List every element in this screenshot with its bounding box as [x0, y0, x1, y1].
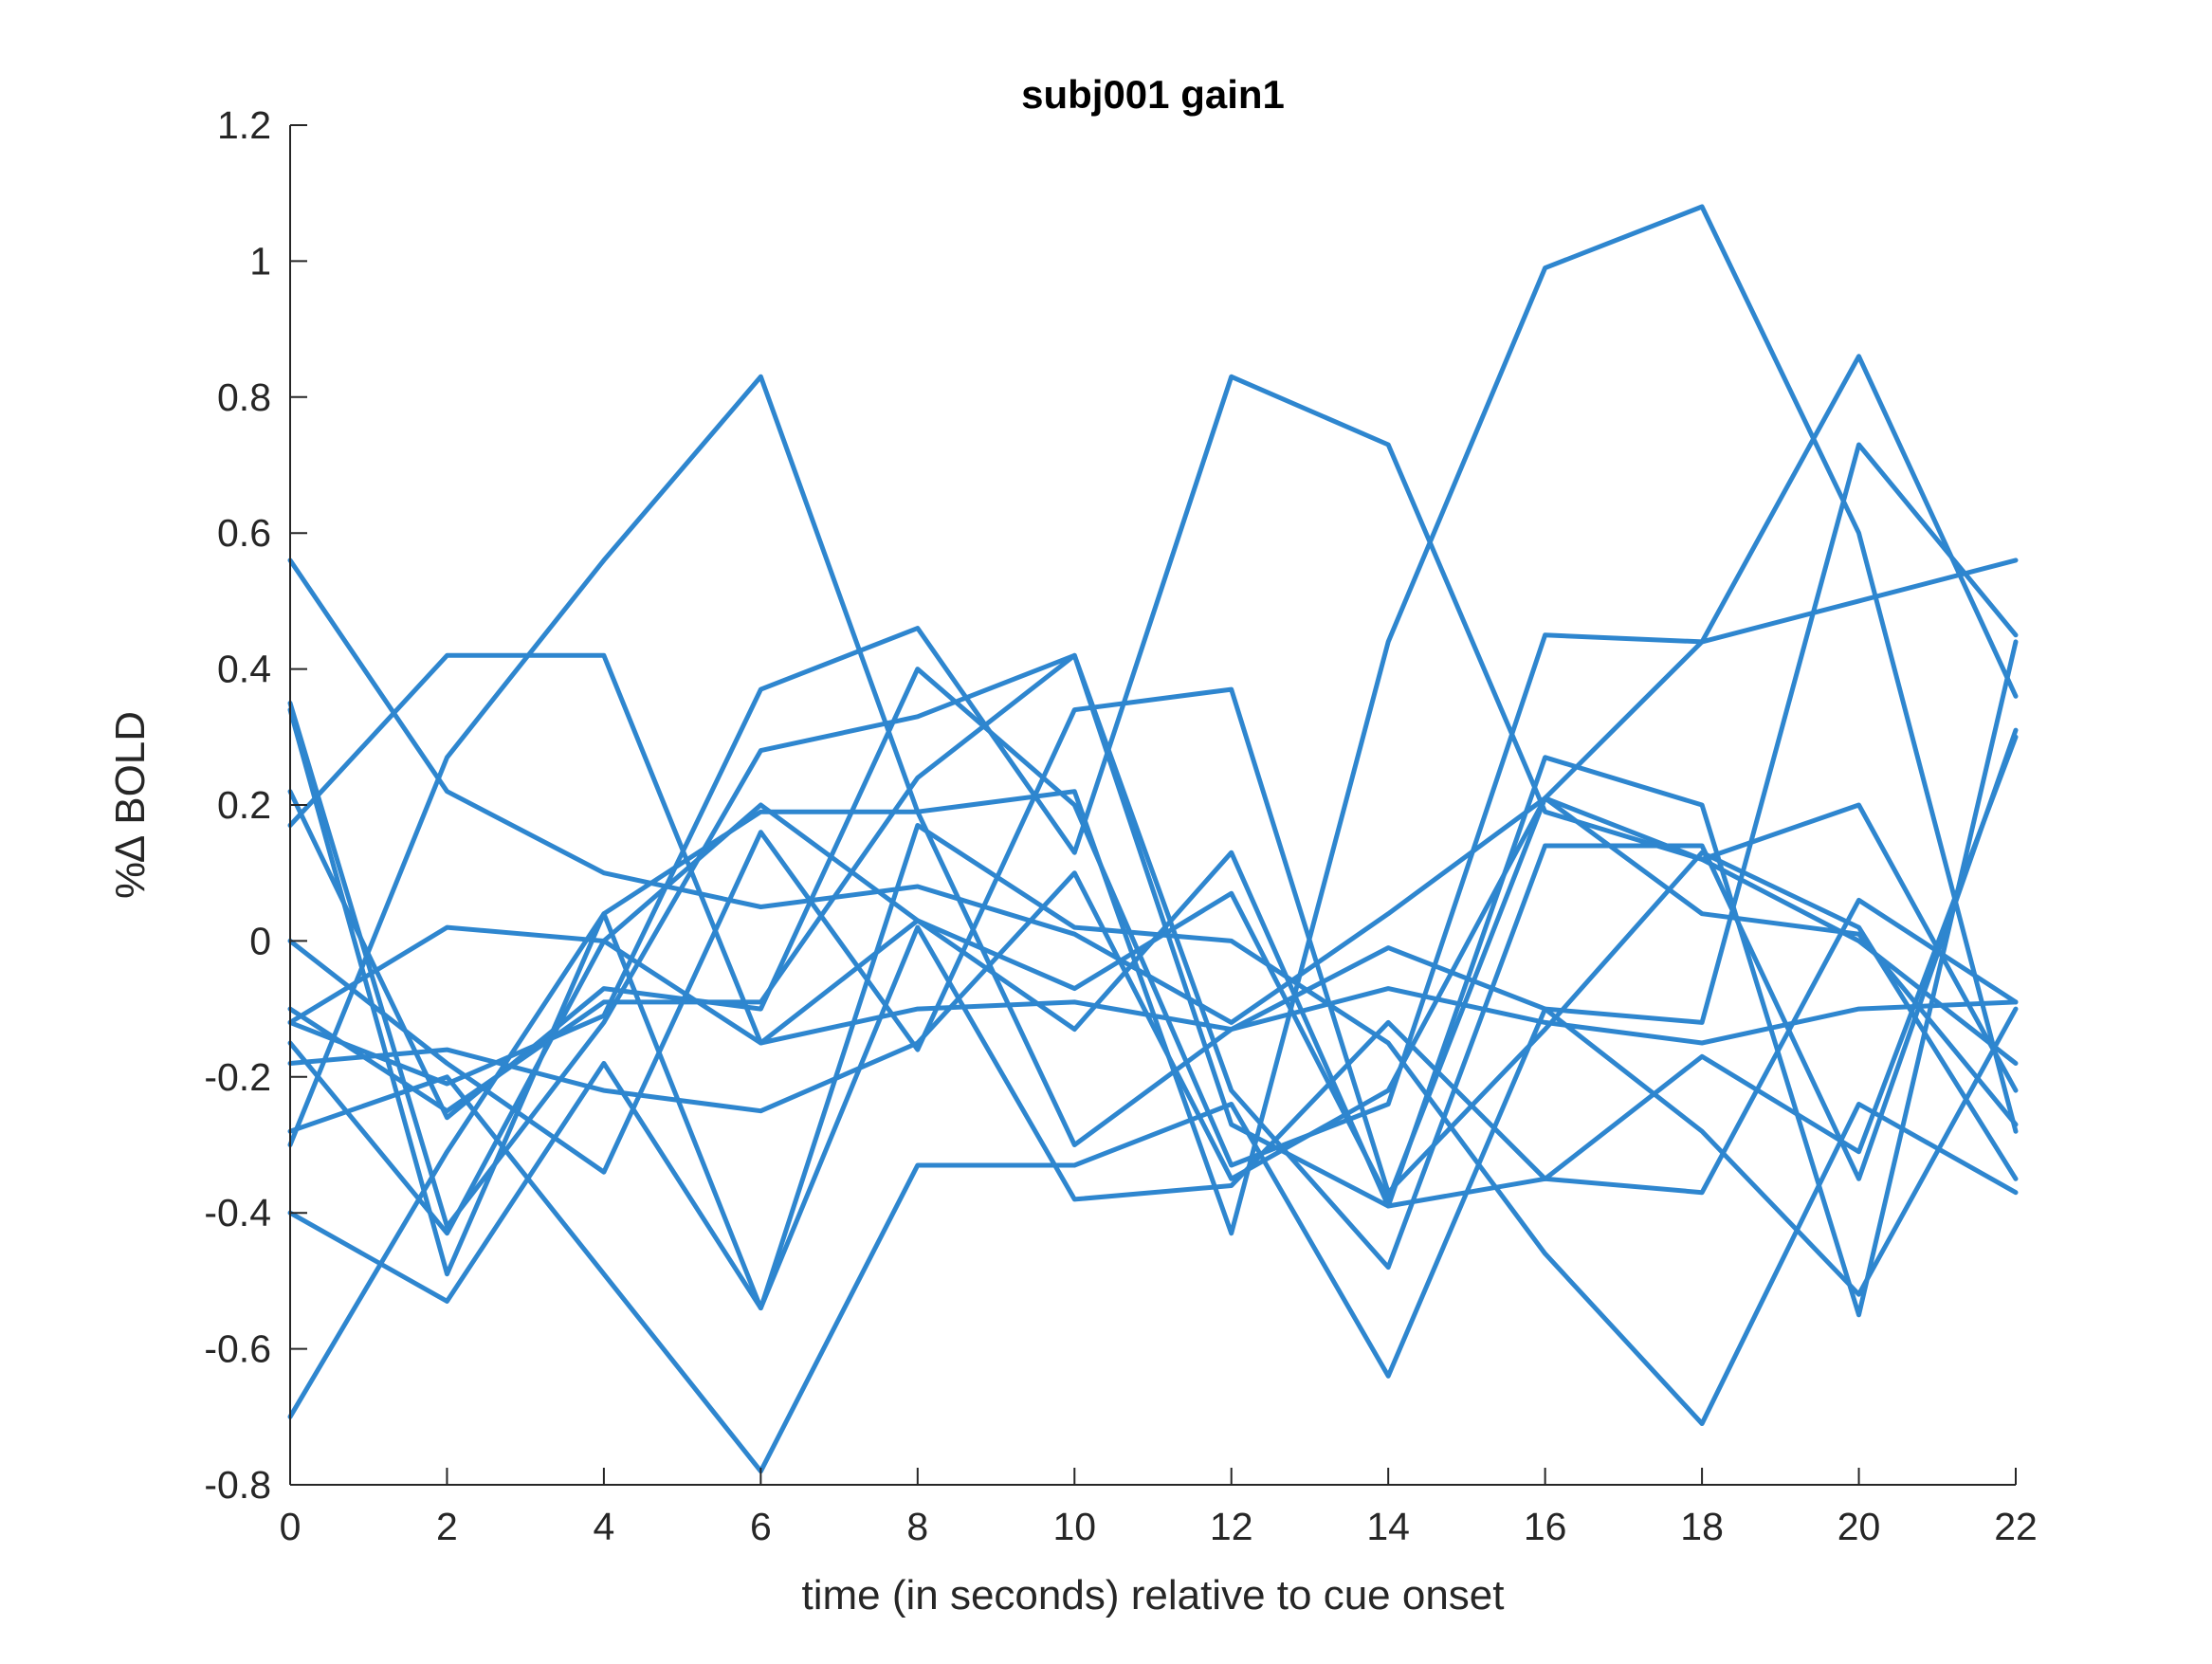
series-line-6 — [287, 652, 2019, 1229]
series-line-12 — [287, 823, 2019, 1426]
series-line-5 — [287, 204, 2019, 1277]
x-tick-label: 0 — [280, 1505, 302, 1548]
x-axis-label: time (in seconds) relative to cue onset — [801, 1572, 1504, 1618]
y-tick-label: -0.8 — [204, 1463, 271, 1507]
series-line-14 — [287, 734, 2019, 1311]
series-line-7 — [287, 558, 2019, 1168]
x-tick-label: 14 — [1366, 1505, 1410, 1548]
series-line-8 — [287, 686, 2019, 1196]
x-tick-label: 20 — [1837, 1505, 1881, 1548]
y-tick-label: -0.6 — [204, 1327, 271, 1371]
y-ticks: -0.8 -0.6 -0.4 -0.2 0 0.2 0.4 0.6 0.8 1 1.2 — [204, 103, 307, 1507]
series-line-3 — [287, 374, 2019, 1147]
series-line-10 — [287, 639, 2019, 1318]
y-tick-label: 1 — [249, 239, 271, 283]
y-tick-label: 0 — [249, 919, 271, 962]
y-tick-label: -0.4 — [204, 1191, 271, 1234]
x-tick-label: 10 — [1052, 1505, 1096, 1548]
x-tick-label: 12 — [1210, 1505, 1253, 1548]
x-ticks: 0 2 4 6 8 10 12 14 16 18 20 22 — [280, 1468, 2038, 1548]
x-tick-label: 18 — [1680, 1505, 1724, 1548]
y-tick-label: 0.4 — [217, 648, 271, 691]
y-tick-label: 0.8 — [217, 375, 271, 419]
series-line-9 — [287, 652, 2019, 1271]
series-line-4 — [287, 374, 2019, 1093]
chart-title: subj001 gain1 — [1021, 72, 1285, 117]
y-tick-label: 1.2 — [217, 103, 271, 147]
x-tick-label: 22 — [1994, 1505, 2038, 1548]
x-tick-label: 2 — [436, 1505, 458, 1548]
y-tick-label: -0.2 — [204, 1055, 271, 1099]
series-line-15 — [287, 924, 2019, 1046]
series-line-1 — [287, 558, 2019, 1066]
y-tick-label: 0.2 — [217, 783, 271, 827]
x-tick-label: 4 — [594, 1505, 615, 1548]
series-layer — [287, 204, 2019, 1474]
y-tick-label: 0.6 — [217, 511, 271, 555]
series-line-13 — [287, 1006, 2019, 1474]
series-line-11 — [287, 795, 2019, 1181]
x-tick-label: 16 — [1524, 1505, 1567, 1548]
x-tick-label: 6 — [750, 1505, 772, 1548]
x-tick-label: 8 — [906, 1505, 928, 1548]
y-axis-label: %∆ BOLD — [107, 711, 154, 899]
